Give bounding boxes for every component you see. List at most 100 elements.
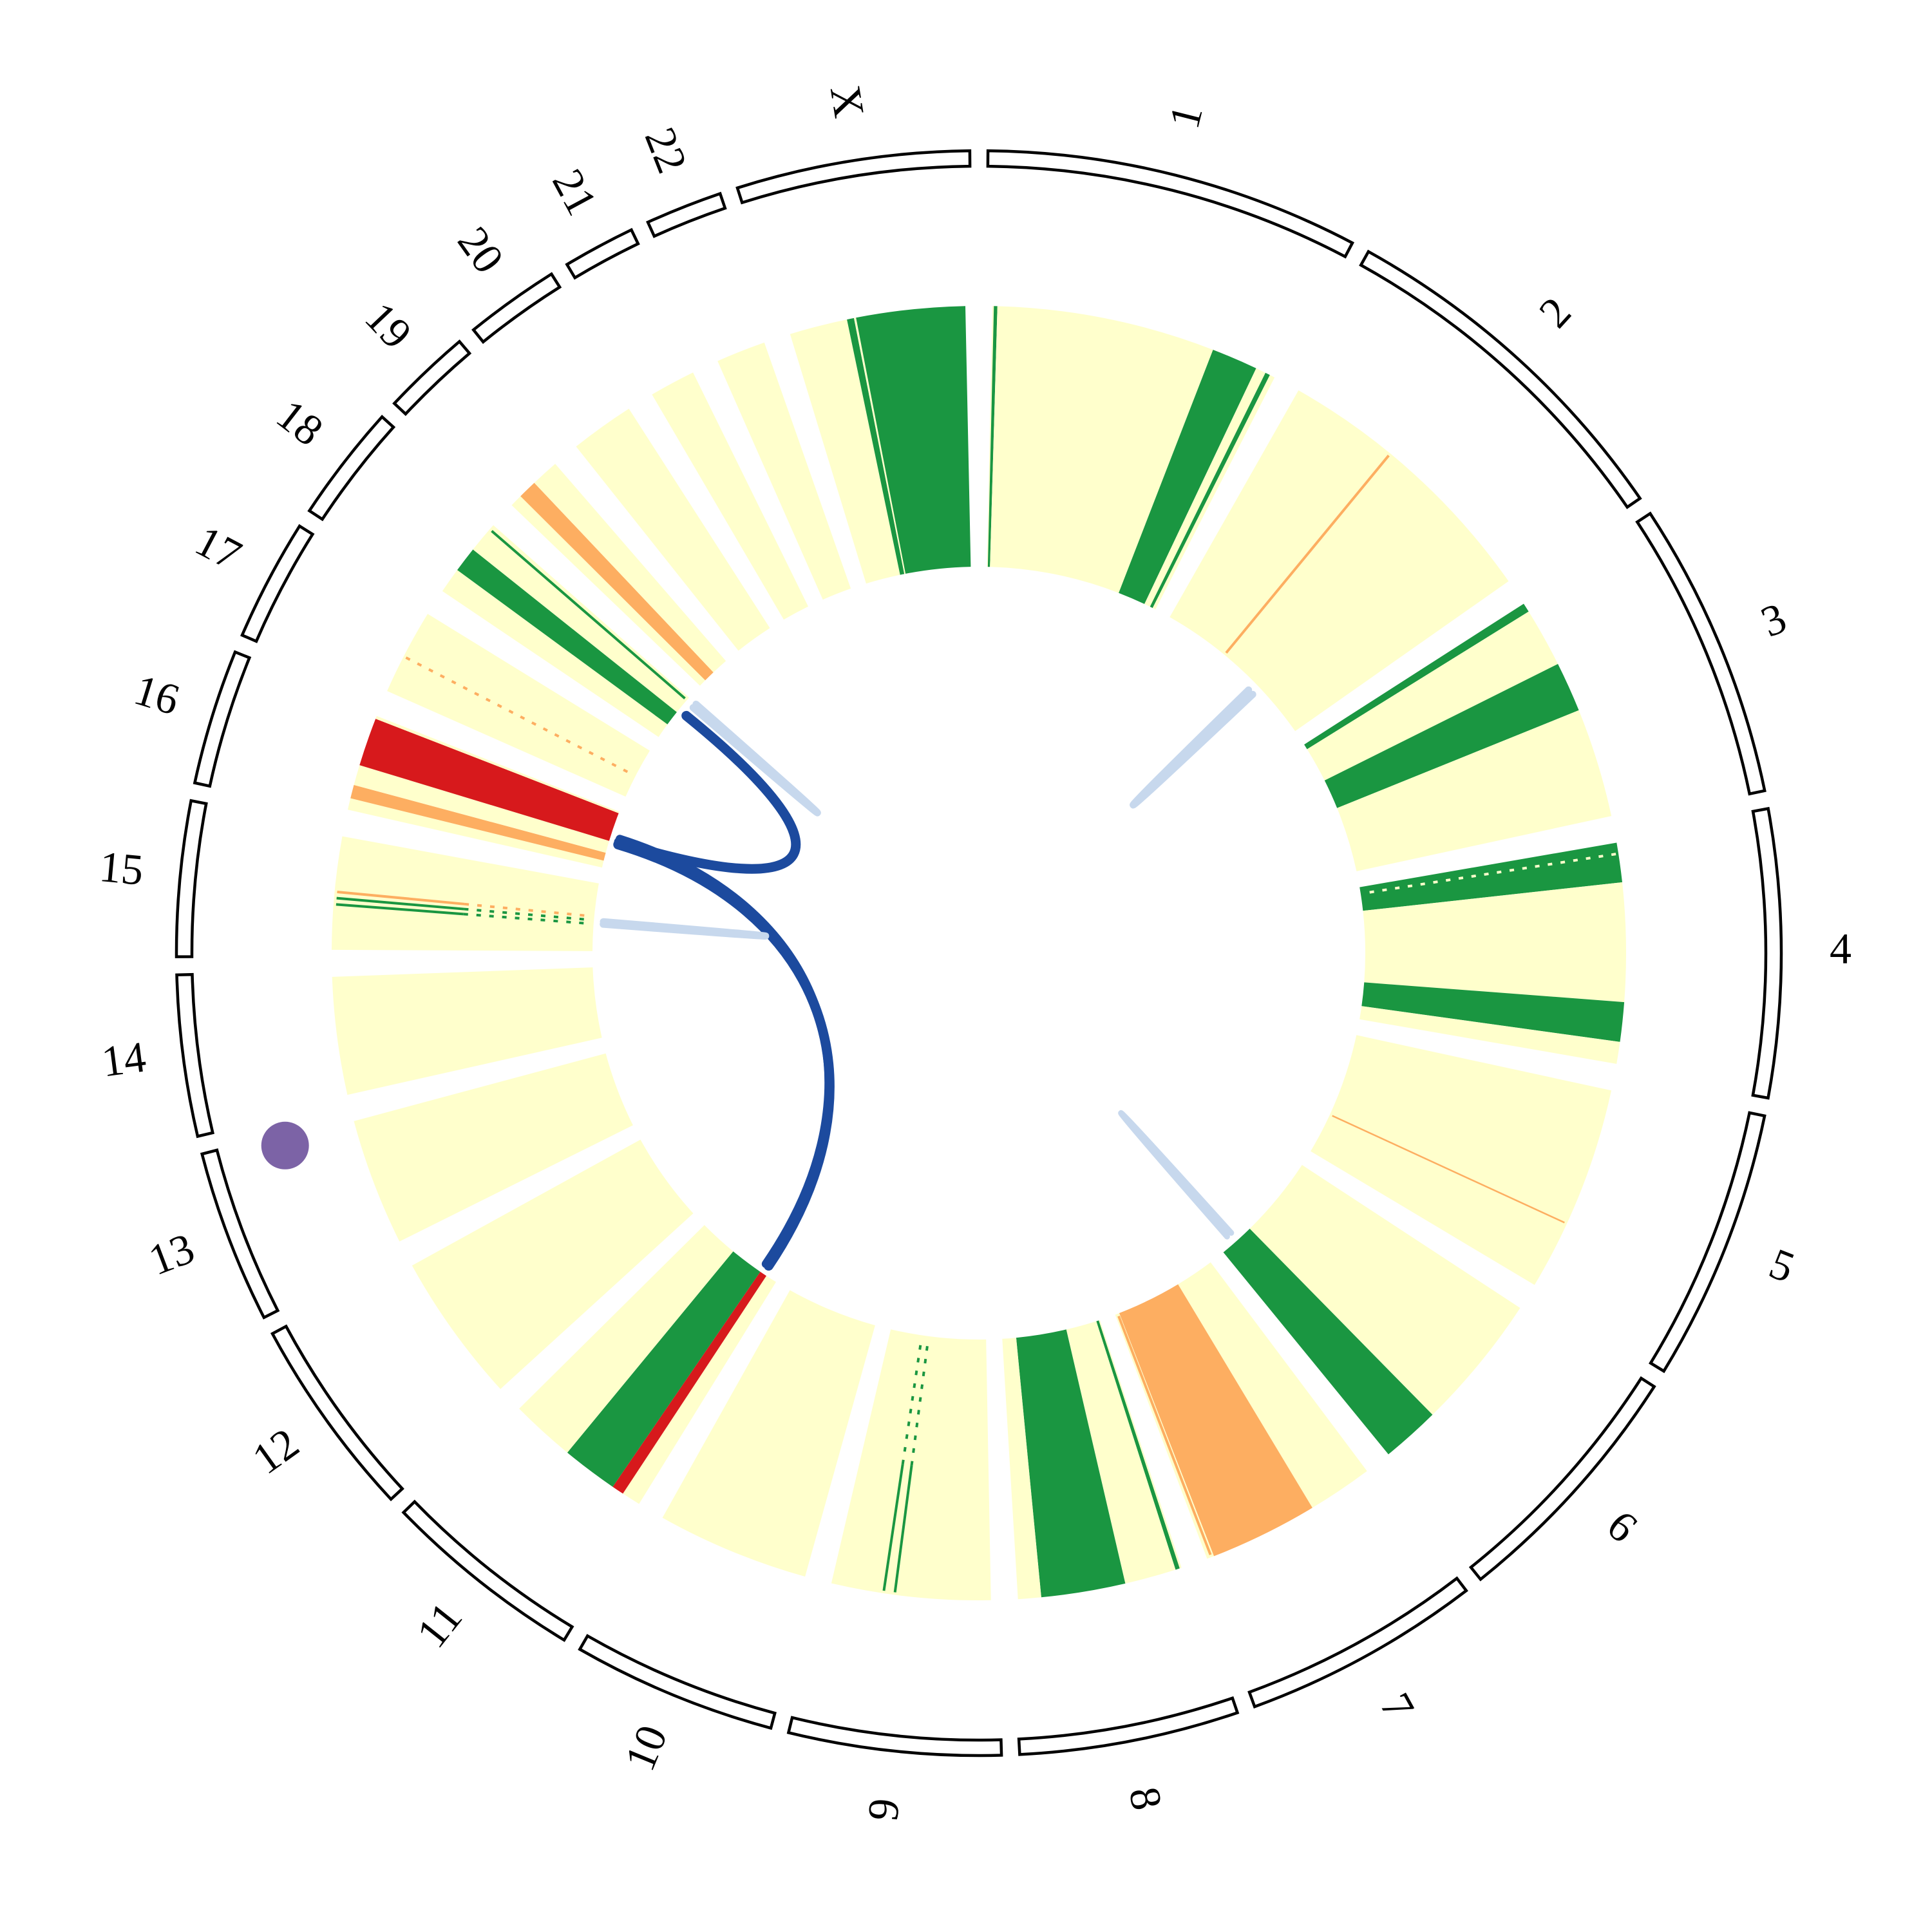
ideogram-chr20 — [471, 272, 562, 345]
cnv-band-chr19-yellow — [534, 464, 726, 672]
chromosome-label-2: 2 — [1530, 288, 1580, 337]
cnv-band-chr7-orange — [1119, 1284, 1312, 1557]
chromosome-label-10: 10 — [615, 1718, 677, 1777]
feature-line-chr5-orange — [1332, 1115, 1565, 1224]
markers-layer — [261, 1121, 309, 1170]
cnv-band-chr15-yellow — [332, 836, 599, 951]
cnv-band-chr11-yellow — [519, 1225, 734, 1453]
feature-line-solid-chr15 — [336, 903, 464, 916]
feature-line-dotted-chr15 — [464, 902, 592, 918]
cnv-band-chr3-green — [1324, 664, 1579, 808]
cnv-band-chr12-yellow — [412, 1139, 694, 1389]
link-hairpin-16-18 — [614, 710, 801, 874]
cnv-band-chr8-green — [1016, 1329, 1126, 1598]
ideogram-chr14 — [175, 972, 215, 1139]
ideogram-chr7 — [1247, 1576, 1468, 1709]
cnv-band-chrX-yellow — [790, 319, 900, 584]
cnv-band-chr22-yellow — [717, 342, 851, 600]
ideogram-chr22 — [646, 191, 727, 238]
cnv-band-chr11-green — [567, 1251, 761, 1487]
ideogram-chr5 — [1649, 1111, 1766, 1374]
chromosome-label-5: 5 — [1763, 1238, 1801, 1292]
ideogram-chrX — [735, 149, 972, 205]
cnv-band-chr3-yellow — [1337, 710, 1612, 871]
chromosome-label-8: 8 — [1120, 1783, 1172, 1814]
cnv-band-chrX-yellow — [854, 317, 906, 574]
marker-purple-dot — [261, 1121, 309, 1170]
feature-line-chr17-orange — [405, 656, 634, 776]
feature-line-chr7-orange — [1117, 1315, 1212, 1555]
cnv-ring — [332, 306, 1627, 1600]
cnv-band-chr6-green — [1223, 1228, 1433, 1455]
cnv-band-chr16-red — [359, 719, 619, 841]
ideogram-chr18 — [307, 415, 396, 522]
feature-line-dotted-chr15 — [463, 913, 591, 925]
feature-line-chr4-yellow — [1363, 853, 1616, 895]
chromosome-label-20: 20 — [448, 218, 513, 282]
feature-line-solid-chr15 — [337, 890, 465, 905]
cnv-band-chr19-orange — [520, 482, 714, 681]
cnv-band-chr4-green — [1361, 982, 1625, 1042]
ideogram-chr10 — [578, 1634, 777, 1730]
cnv-band-chr4-green — [1359, 842, 1622, 911]
cnv-band-chr1-green — [1150, 372, 1270, 609]
feature-line-dotted-chr15 — [464, 907, 592, 922]
cnv-band-chr16-yellow — [348, 798, 604, 868]
cnv-band-chr11-red — [612, 1271, 766, 1494]
cnv-band-chr18-yellow — [442, 570, 668, 737]
chromosome-label-11: 11 — [407, 1593, 471, 1657]
ideogram-chr4 — [1751, 806, 1783, 1100]
chromosome-label-12: 12 — [243, 1418, 308, 1483]
cnv-band-chr16-yellow — [354, 765, 609, 853]
feature-line-solid-chr15 — [336, 896, 464, 911]
cnv-band-chr2-yellow — [1170, 390, 1509, 732]
ideogram-chr17 — [240, 524, 315, 643]
ideogram-chr19 — [392, 339, 472, 416]
ideogram-chr15 — [175, 799, 208, 958]
cnv-band-chr1-yellow — [990, 306, 1213, 593]
cnv-band-chr21-yellow — [652, 372, 808, 620]
ideogram-chr11 — [401, 1499, 574, 1642]
chromosome-label-17: 17 — [188, 516, 250, 580]
cnv-band-chr10-yellow — [662, 1290, 875, 1577]
cnv-band-chr5-yellow — [1311, 1035, 1612, 1285]
chromosome-label-4: 4 — [1830, 924, 1852, 973]
chromosome-label-16: 16 — [129, 665, 185, 724]
ideogram-chr9 — [786, 1716, 1003, 1757]
cnv-band-chr3-yellow — [1307, 611, 1558, 781]
cnv-feature-lines — [336, 455, 1616, 1593]
cnv-band-chr8-yellow — [1066, 1321, 1176, 1584]
cnv-band-chr4-yellow — [1363, 882, 1627, 1003]
cnv-band-chr1-yellow — [1152, 375, 1275, 610]
feature-line-dotted-chr9 — [910, 1338, 930, 1466]
link-sliver-chr6 — [1118, 1110, 1235, 1240]
link-long-16-11-b — [616, 835, 833, 1268]
chromosome-label-19: 19 — [355, 292, 421, 358]
cnv-band-chr6-yellow — [1249, 1164, 1520, 1415]
ideogram-chr3 — [1635, 511, 1766, 796]
chromosome-label-15: 15 — [97, 842, 146, 895]
chromosome-label-7: 7 — [1371, 1685, 1425, 1727]
cnv-band-chr16-orange — [350, 784, 606, 861]
link-sliver-chr15 — [600, 918, 770, 940]
ideogram-chr8 — [1017, 1696, 1240, 1756]
ideogram-chr13 — [200, 1148, 280, 1320]
cnv-band-chr1-yellow — [987, 306, 994, 567]
link-sliver-chr2 — [1130, 686, 1256, 809]
cnv-band-chr18-yellow — [473, 525, 689, 712]
links-layer — [600, 686, 1256, 1271]
cnv-band-chr7-yellow — [1178, 1262, 1367, 1508]
cnv-band-chr8-yellow — [1099, 1320, 1182, 1569]
cnv-band-chr18-green — [457, 549, 677, 724]
chromosome-label-22: 22 — [636, 121, 697, 180]
chromosome-label-18: 18 — [268, 390, 332, 455]
cnv-band-chrX-green — [856, 306, 971, 574]
ideogram-chr2 — [1359, 249, 1642, 509]
ideogram-chr12 — [270, 1324, 404, 1502]
cnv-band-chr3-green — [1304, 603, 1529, 750]
chromosome-label-14: 14 — [99, 1032, 149, 1086]
feature-line-solid-chr9 — [882, 1464, 904, 1591]
cnv-band-chr4-yellow — [1359, 1006, 1620, 1064]
